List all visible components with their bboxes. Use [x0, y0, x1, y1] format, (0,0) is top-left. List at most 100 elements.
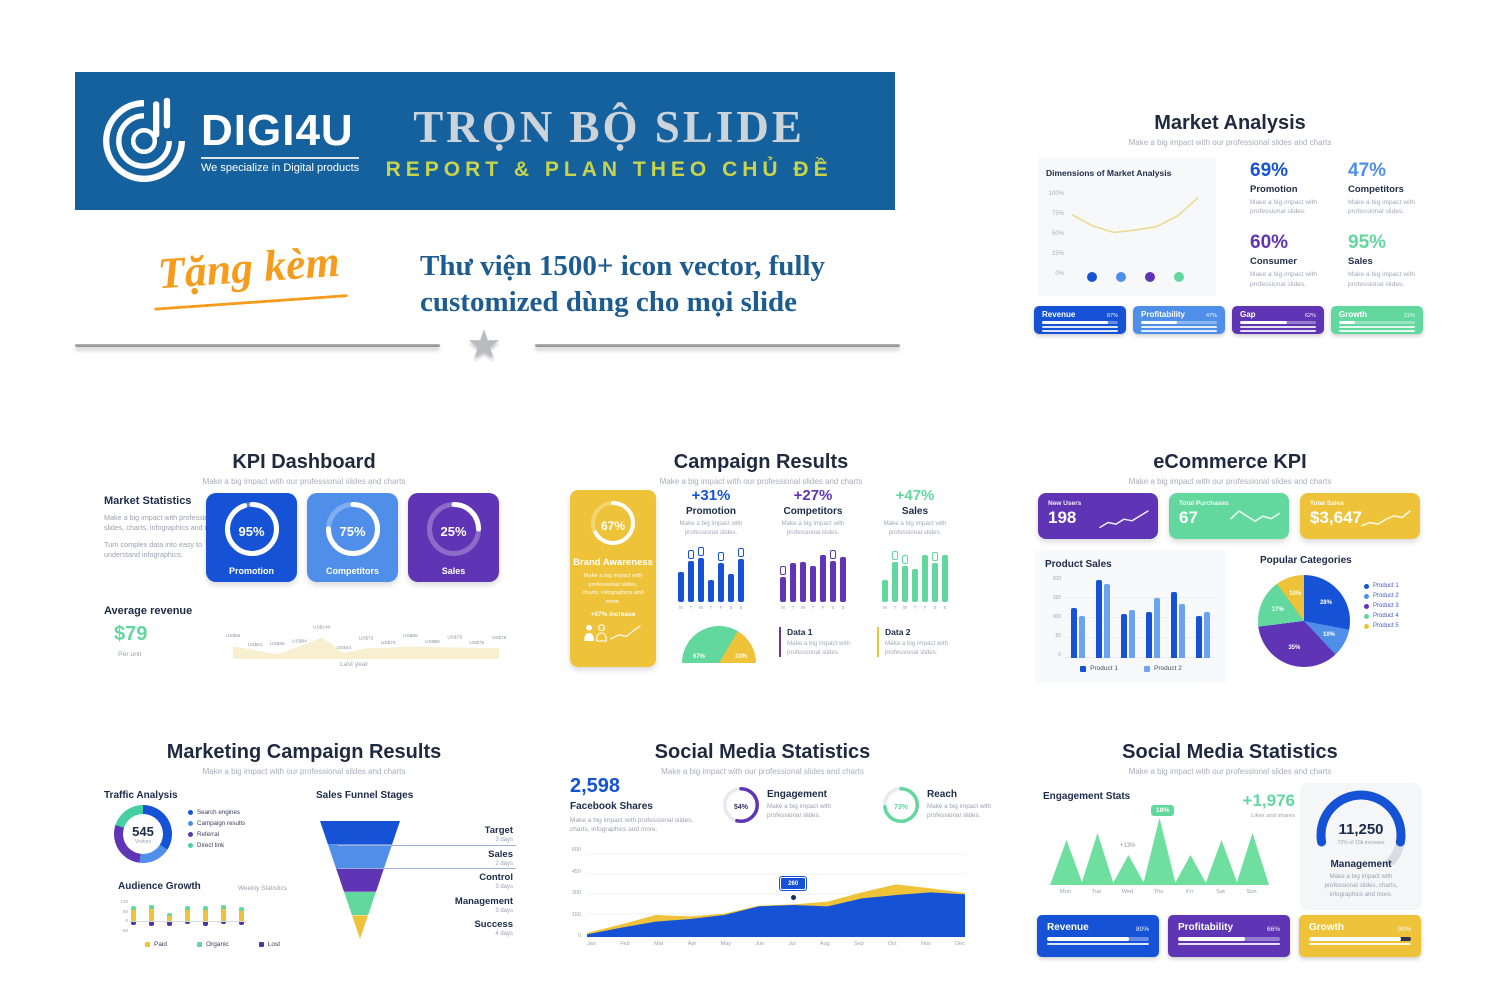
ring-gauge: 95%	[224, 502, 279, 561]
popular-categories-title: Popular Categories	[1260, 555, 1352, 566]
bar	[1120, 614, 1127, 658]
sales-funnel-labels: Target 3 days Sales 2 days Control 3 days Mana…	[425, 825, 513, 943]
decor-line	[1339, 326, 1415, 328]
button-revenue[interactable]: Revenue 87%	[1034, 306, 1126, 334]
market-statistics-title: Market Statistics	[104, 495, 192, 507]
dimensions-chart-card: Dimensions of Market Analysis 100% 75% 50%…	[1038, 158, 1216, 296]
legend-label: Product 2	[1373, 593, 1399, 599]
ring-gauge-icon	[591, 501, 635, 545]
y-tick: 0	[577, 933, 581, 939]
funnel-stage-management	[344, 891, 376, 916]
progress-fill	[1178, 937, 1246, 941]
button-gap[interactable]: Gap 62%	[1232, 306, 1324, 334]
bar-column	[800, 562, 806, 603]
svg-text:US$75: US$75	[469, 640, 484, 646]
visitors-caption: Visitors	[134, 838, 152, 845]
product-sales-legend: Product 1 Product 2	[1045, 665, 1217, 672]
kpi-card-new-users: New Users 198	[1038, 493, 1158, 539]
y-tick: 0	[1058, 652, 1061, 658]
bar-column	[131, 899, 136, 925]
legend-label: Paid	[154, 941, 168, 948]
legend-swatch	[197, 942, 203, 947]
positive-stack	[149, 899, 154, 921]
button-revenue[interactable]: Revenue 80%	[1037, 915, 1159, 957]
y-tick: 200	[1052, 576, 1061, 582]
panel-subtitle: Make a big impact with our professional …	[659, 477, 863, 486]
funnel-stage-name: Control	[479, 872, 513, 884]
button-pct: 66%	[1266, 926, 1280, 933]
campaign-stat-columns: +31% Promotion Make a big impact with prof…	[665, 487, 961, 610]
y-tick: 50	[1055, 633, 1061, 639]
lost-segment	[185, 921, 190, 924]
x-label: S	[831, 605, 835, 611]
dimensions-chart-title: Dimensions of Market Analysis	[1046, 168, 1172, 178]
traffic-donut-chart	[114, 805, 172, 863]
legend-label: Direct link	[197, 842, 225, 849]
bar	[678, 572, 684, 603]
management-title: Management	[1330, 859, 1392, 870]
gift-line-2: customized dùng cho mọi slide	[420, 286, 798, 319]
gift-line-1: Thư viện 1500+ icon vector, fully	[420, 250, 826, 282]
stacked-bar-plot	[129, 899, 246, 933]
bar	[1095, 580, 1102, 658]
y-tick: 150	[571, 911, 581, 918]
bar-column	[922, 555, 928, 603]
ring-desc: Make a big impact with professional slid…	[927, 803, 992, 819]
funnel-stage-name: Target	[484, 825, 513, 836]
pbtn-top: Revenue 80%	[1047, 922, 1149, 933]
legend-dot	[1364, 603, 1369, 609]
x-label: Dec	[955, 941, 965, 947]
data-block-title: Data 2	[885, 627, 911, 637]
x-label: Jan	[587, 941, 596, 947]
data-block-2: Data 2 Make a big impact with professiona…	[877, 627, 963, 658]
x-label: S	[933, 605, 937, 611]
bar	[718, 563, 724, 603]
sparkline-icon	[1230, 510, 1280, 523]
average-revenue-title: Average revenue	[104, 605, 193, 617]
y-tick: 100	[1052, 614, 1061, 620]
funnel-label-success: Success 4 days	[425, 919, 513, 943]
average-revenue-value: $79	[114, 623, 148, 645]
progress-fill	[1240, 321, 1288, 324]
paid-segment	[185, 910, 190, 921]
pie-slice-label: 17%	[1271, 606, 1284, 613]
x-label: S	[943, 605, 947, 611]
bar-column	[932, 552, 938, 603]
x-label: S	[729, 605, 733, 611]
button-profitability[interactable]: Profitability 47%	[1133, 306, 1225, 334]
panel-subtitle: Make a big impact with our professional …	[1128, 138, 1332, 147]
pbtn-top: Growth 90%	[1309, 922, 1411, 933]
sales-funnel-chart	[320, 821, 400, 939]
market-statistics-block: Market Statistics Make a big impact with…	[104, 495, 244, 561]
progress-fill	[1309, 937, 1401, 941]
bar	[1170, 592, 1177, 658]
header-banner: DIGI4U We specialize in Digital products…	[75, 72, 895, 210]
bar-target-cap	[718, 552, 724, 562]
button-growth[interactable]: Growth 21%	[1331, 306, 1423, 334]
bar	[1153, 598, 1160, 658]
legend-label: Product 4	[1373, 613, 1399, 619]
x-label: Oct	[888, 941, 897, 947]
funnel-stage-control	[336, 868, 384, 892]
x-label: Jul	[788, 941, 796, 947]
button-pct: 90%	[1397, 926, 1411, 933]
popular-categories-legend: Product 1 Product 2 Product 3 Product 4 Prod…	[1364, 583, 1399, 633]
positive-stack	[131, 899, 136, 921]
bar-target-cap	[698, 547, 704, 557]
y-tick: 0	[125, 918, 128, 924]
x-label: Sep	[854, 941, 864, 947]
day-label: Thu	[1153, 889, 1164, 895]
legend-dot	[188, 832, 193, 837]
bar-group	[1145, 598, 1160, 658]
campaign-col-promotion: +31% Promotion Make a big impact with prof…	[665, 487, 757, 610]
svg-text:US$86: US$86	[403, 633, 418, 639]
button-growth[interactable]: Growth 90%	[1299, 915, 1421, 957]
chart-svg	[723, 787, 759, 823]
mountain-sun	[1236, 833, 1269, 885]
mountain-tue	[1081, 833, 1114, 885]
button-profitability[interactable]: Profitability 66%	[1168, 915, 1290, 957]
progress-track	[1047, 937, 1149, 941]
bar	[882, 580, 888, 603]
bar-column	[728, 574, 734, 603]
